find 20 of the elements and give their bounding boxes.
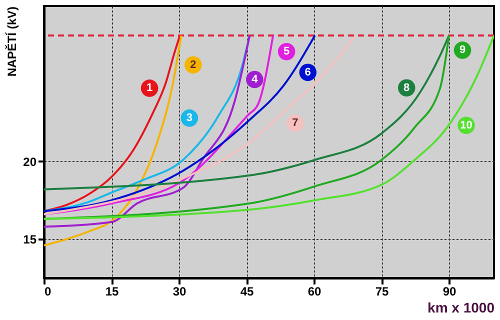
x-tick-label: 75 [375,284,389,298]
series-label: 7 [292,117,298,130]
x-tick-label: 45 [240,284,254,298]
series-label: 4 [252,74,259,86]
series-label: 10 [460,119,472,132]
series-label: 8 [404,82,410,94]
series-label: 3 [186,112,192,124]
series-label: 1 [146,82,153,94]
y-axis-title: NAPĚTÍ (kV) [5,6,20,77]
series-label: 5 [283,46,290,58]
x-tick-label: 15 [105,284,119,298]
x-axis-title: km x 1000 [428,300,495,316]
x-tick-label: 60 [308,284,322,298]
series-label: 6 [304,66,311,78]
series-label: 2 [190,58,196,71]
x-tick-label: 90 [442,284,456,298]
x-tick-label: 30 [172,284,186,298]
y-tick-label: 20 [23,154,37,169]
series-label: 9 [459,44,466,56]
x-tick-label: 0 [44,284,52,298]
